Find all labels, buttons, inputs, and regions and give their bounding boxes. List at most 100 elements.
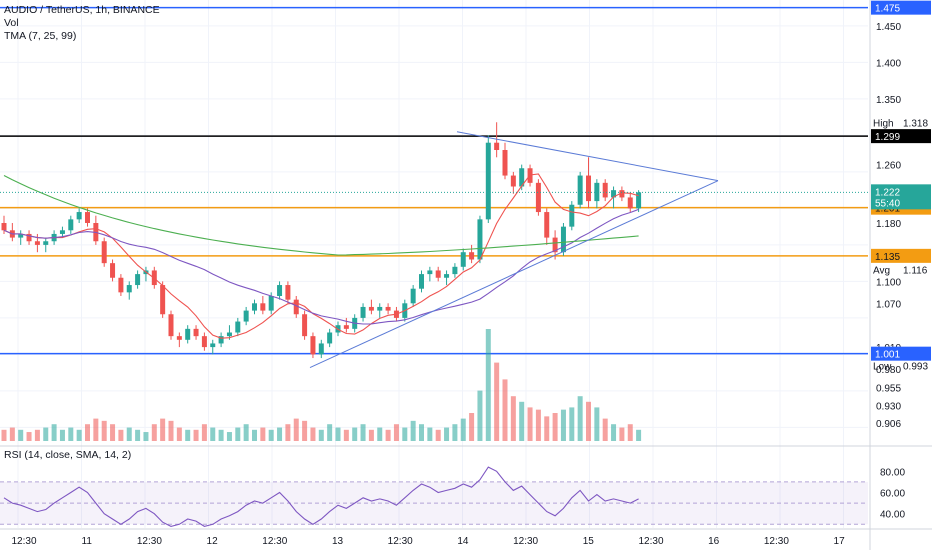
candle-body <box>218 336 224 344</box>
volume-bar <box>360 424 366 441</box>
symbol-title: AUDIO / TetherUS, 1h, BINANCE <box>4 4 160 16</box>
candle-body <box>118 277 124 293</box>
candle-body <box>544 212 550 238</box>
candle-body <box>611 190 617 198</box>
avg-label: Avg <box>873 266 890 277</box>
volume-bar <box>410 420 416 441</box>
candle-body <box>636 192 642 209</box>
volume-bar <box>268 429 274 441</box>
candle-body <box>419 274 424 289</box>
volume-bar <box>477 390 483 441</box>
level-tag-bg <box>871 0 931 15</box>
current-price-value: 1.222 <box>875 187 900 198</box>
volume-bar <box>385 429 391 441</box>
level-tag-value: 1.135 <box>875 252 900 263</box>
volume-bar <box>34 429 40 441</box>
candle-body <box>627 197 633 209</box>
ma25-line <box>3 208 639 325</box>
time-tick: 16 <box>708 536 720 547</box>
candle-body <box>569 204 575 227</box>
volume-bar <box>402 427 408 441</box>
volume-bar <box>435 429 441 441</box>
candle-body <box>26 233 32 242</box>
rsi-tick: 80.00 <box>880 467 905 478</box>
volume-bar <box>469 413 475 441</box>
volume-bar <box>218 429 224 441</box>
volume-bar <box>485 329 491 441</box>
volume-bar <box>93 418 99 441</box>
candle-body <box>85 212 90 223</box>
volume-bar <box>602 418 608 441</box>
volume-bar <box>611 424 617 441</box>
candle-body <box>510 175 516 187</box>
volume-bar <box>502 379 508 441</box>
volume-bar <box>85 424 90 441</box>
level-tag-value: 1.475 <box>875 4 900 15</box>
candle-body <box>101 241 107 264</box>
price-tick: 0.955 <box>876 383 901 394</box>
candle-body <box>1 223 7 231</box>
volume-bar <box>135 429 141 441</box>
candle-body <box>260 303 266 311</box>
candle-body <box>494 142 500 150</box>
volume-bar <box>569 407 575 441</box>
volume-bar <box>210 427 216 441</box>
time-tick: 12:30 <box>137 536 162 547</box>
candle-body <box>318 343 324 355</box>
candle-body <box>43 241 49 245</box>
time-tick: 17 <box>834 536 846 547</box>
price-tick: 1.100 <box>876 277 901 288</box>
candle-body <box>193 328 199 337</box>
candle-body <box>577 175 583 205</box>
volume-bar <box>76 429 82 441</box>
volume-bar <box>9 427 15 441</box>
candle-body <box>226 332 232 337</box>
countdown-value: 55:40 <box>875 198 900 209</box>
candle-body <box>586 175 591 202</box>
volume-bar <box>310 427 316 441</box>
candle-body <box>34 241 40 245</box>
candle-body <box>444 274 450 278</box>
volume-bar <box>193 429 199 441</box>
volume-bar <box>118 429 124 441</box>
candle-body <box>210 343 216 348</box>
volume-bar <box>393 424 399 441</box>
candle-body <box>502 150 508 176</box>
volume-bar <box>252 429 257 441</box>
volume-bar <box>636 429 642 441</box>
volume-bar <box>293 418 299 441</box>
vol-label: Vol <box>4 17 19 29</box>
volume-bar <box>560 409 566 441</box>
candle-body <box>176 336 182 340</box>
time-tick: 15 <box>583 536 595 547</box>
candle-body <box>427 270 433 275</box>
candle-body <box>435 270 441 278</box>
volume-bar <box>594 407 600 441</box>
volume-bar <box>185 429 191 441</box>
candle-body <box>110 263 116 278</box>
candle-body <box>126 285 132 293</box>
candle-body <box>268 296 274 311</box>
current-price-tag <box>871 184 931 210</box>
time-tick: 12:30 <box>764 536 789 547</box>
volume-bar <box>68 427 74 441</box>
candle-body <box>243 310 249 322</box>
candle-body <box>168 314 174 337</box>
candle-body <box>535 182 541 213</box>
trendline-upper <box>456 131 719 182</box>
candle-body <box>377 306 383 311</box>
candle-body <box>560 226 566 253</box>
volume-bar <box>235 427 241 441</box>
volume-bar <box>201 424 207 441</box>
ma99-line <box>3 175 639 256</box>
price-tick: 1.450 <box>876 22 901 33</box>
candle-body <box>302 314 308 337</box>
time-tick: 12:30 <box>513 536 538 547</box>
volume-bar <box>377 427 383 441</box>
tma-label: TMA (7, 25, 99) <box>4 30 77 42</box>
candle-body <box>18 233 24 238</box>
volume-bar <box>43 427 49 441</box>
volume-bar <box>101 420 107 441</box>
level-tag-bg <box>871 248 931 263</box>
